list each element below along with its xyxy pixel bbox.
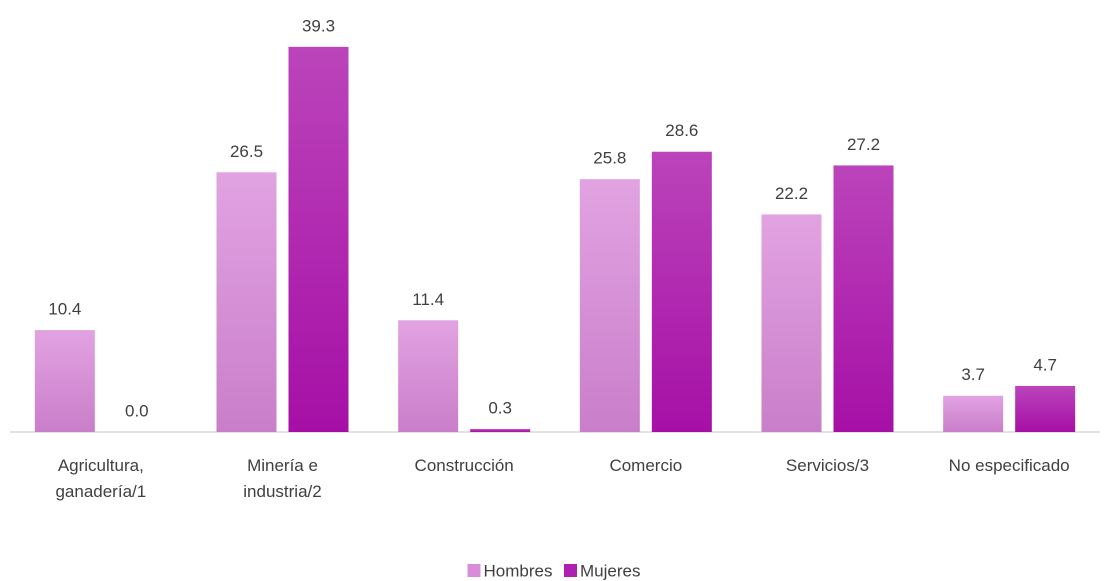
data-label: 4.7	[1033, 355, 1057, 374]
x-tick-label: Construcción	[414, 456, 514, 475]
bar	[216, 172, 277, 433]
bar	[943, 395, 1004, 432]
x-tick-label: Agricultura, ganadería/1	[55, 456, 147, 501]
bar	[470, 429, 531, 432]
legend-label: Mujeres	[580, 561, 640, 580]
legend-label: Hombres	[484, 561, 553, 580]
bar	[288, 46, 349, 433]
bar	[761, 214, 822, 432]
data-label: 10.4	[48, 300, 81, 319]
bar	[398, 320, 459, 432]
data-label: 3.7	[961, 365, 985, 384]
data-label: 25.8	[593, 149, 626, 168]
bar	[34, 330, 95, 432]
bar	[833, 165, 894, 432]
data-label: 39.3	[302, 16, 335, 35]
bar	[579, 179, 640, 432]
bar	[651, 151, 712, 432]
x-tick-label: Minería e industria/2	[243, 456, 322, 501]
data-label: 28.6	[665, 121, 698, 140]
data-label: 0.3	[488, 399, 512, 418]
x-tick-label: Servicios/3	[785, 456, 870, 475]
legend-swatch	[467, 564, 481, 577]
legend-swatch	[564, 564, 577, 577]
x-tick-label: Comercio	[609, 456, 683, 475]
data-label: 26.5	[230, 142, 263, 161]
x-tick-label: No especificado	[948, 456, 1070, 475]
data-label: 0.0	[125, 401, 149, 420]
data-label: 22.2	[775, 184, 808, 203]
data-label: 11.4	[412, 290, 444, 309]
bar	[1015, 385, 1076, 432]
data-label: 27.2	[847, 135, 880, 154]
